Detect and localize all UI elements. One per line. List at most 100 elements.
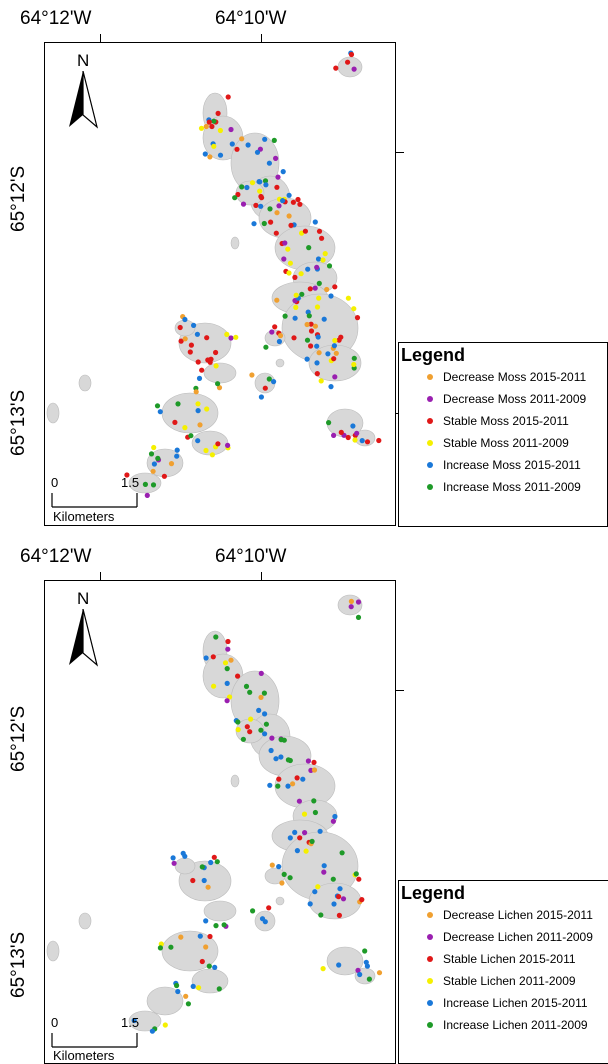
observation-point — [312, 323, 318, 329]
observation-point — [320, 257, 326, 263]
observation-point — [312, 219, 318, 225]
observation-point — [325, 351, 331, 357]
observation-point — [207, 154, 213, 160]
observation-point — [204, 406, 210, 412]
legend-swatch — [427, 484, 433, 490]
map2-lon-label-1: 64°12'W — [20, 546, 92, 567]
observation-point — [363, 959, 369, 965]
observation-point — [314, 360, 320, 366]
map2-scale-value: 1.5 — [121, 1015, 140, 1030]
observation-point — [275, 174, 281, 180]
observation-point — [271, 137, 277, 143]
map1-scale-value: 1.5 — [121, 475, 140, 490]
observation-point — [183, 993, 189, 999]
observation-point — [257, 179, 263, 185]
observation-point — [235, 719, 241, 725]
observation-point — [208, 859, 214, 866]
observation-point — [269, 862, 275, 868]
observation-point — [154, 403, 161, 409]
observation-point — [355, 599, 362, 605]
observation-point — [273, 155, 279, 161]
legend-swatch — [427, 934, 433, 940]
observation-point — [326, 420, 332, 426]
observation-point — [333, 350, 339, 356]
observation-point — [276, 776, 282, 782]
north-arrow-icon — [69, 71, 99, 129]
observation-point — [282, 313, 288, 319]
observation-point — [203, 918, 209, 924]
observation-point — [280, 198, 286, 204]
observation-point — [213, 349, 219, 356]
observation-point — [213, 923, 219, 929]
observation-point — [235, 673, 241, 679]
observation-point — [182, 336, 188, 342]
observation-point — [278, 737, 284, 743]
observation-point — [376, 437, 382, 444]
observation-point — [293, 304, 299, 310]
observation-point — [263, 344, 269, 350]
observation-point — [292, 274, 298, 280]
observation-point — [161, 473, 167, 479]
observation-point — [259, 195, 265, 201]
observation-point — [247, 689, 253, 695]
observation-point — [211, 854, 217, 860]
observation-point — [213, 634, 219, 640]
map1-lon-tick-2 — [261, 34, 262, 44]
observation-point — [262, 136, 268, 142]
observation-point — [301, 811, 308, 817]
island-shape — [203, 900, 237, 922]
observation-point — [262, 178, 269, 184]
observation-point — [249, 180, 256, 186]
legend-swatch — [427, 912, 433, 918]
island-shape — [128, 1010, 162, 1032]
island-shape — [337, 56, 363, 78]
observation-point — [224, 331, 230, 337]
observation-point — [318, 378, 324, 384]
observation-point — [354, 430, 360, 436]
observation-point — [150, 468, 156, 474]
legend-item: Stable Moss 2015-2011 — [399, 410, 607, 432]
observation-point — [250, 908, 256, 914]
legend-item: Stable Lichen 2015-2011 — [399, 948, 608, 970]
observation-point — [319, 235, 325, 241]
observation-point — [348, 51, 355, 58]
observation-point — [207, 933, 213, 940]
legend-swatch — [427, 418, 433, 424]
observation-point — [175, 401, 181, 407]
observation-point — [215, 110, 221, 116]
observation-point — [296, 798, 302, 804]
observation-point — [209, 123, 215, 130]
observation-point — [197, 933, 203, 939]
observation-point — [225, 646, 231, 652]
observation-point — [316, 350, 322, 356]
legend-item-label: Decrease Lichen 2015-2011 — [443, 908, 593, 922]
observation-point — [332, 813, 338, 820]
observation-point — [228, 657, 234, 663]
observation-point — [353, 871, 359, 877]
observation-point — [155, 455, 161, 461]
observation-point — [306, 245, 312, 251]
observation-point — [308, 328, 315, 334]
observation-point — [348, 604, 354, 610]
island-shape — [78, 912, 92, 930]
island-shape — [46, 940, 60, 962]
observation-point — [291, 335, 297, 341]
island-shape — [230, 774, 240, 788]
observation-point — [221, 922, 227, 928]
observation-point — [190, 983, 196, 989]
observation-point — [131, 1017, 137, 1024]
legend-swatch — [427, 374, 433, 380]
observation-point — [216, 986, 222, 992]
observation-point — [275, 783, 281, 789]
observation-point — [215, 381, 221, 387]
observation-point — [203, 123, 209, 130]
observation-point — [170, 855, 176, 861]
observation-point — [262, 731, 268, 737]
observation-point — [336, 912, 342, 918]
legend-item: Increase Lichen 2011-2009 — [399, 1014, 608, 1036]
observation-point — [287, 835, 293, 841]
observation-point — [304, 337, 311, 343]
lichen-legend: Legend Decrease Lichen 2015-2011 Decrease… — [398, 880, 608, 1064]
observation-point — [268, 747, 274, 754]
observation-point — [224, 698, 230, 704]
